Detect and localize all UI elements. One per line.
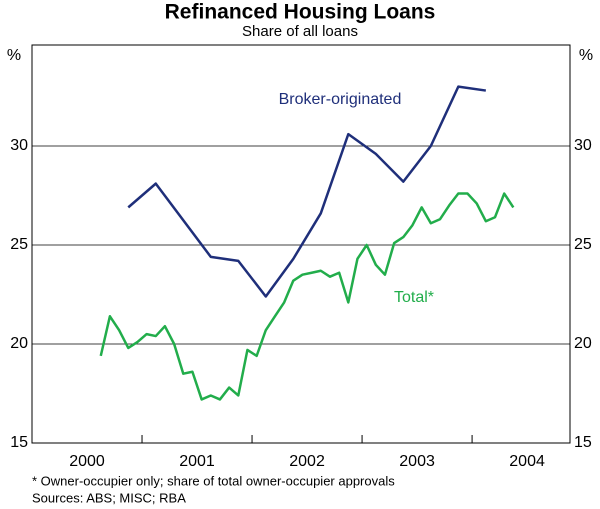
y-tick-label: 25 [574, 236, 592, 253]
x-tick-label: 2004 [509, 453, 545, 470]
series-label: Broker-originated [279, 91, 402, 108]
y-tick-label: 25 [10, 236, 28, 253]
y-tick-label: 15 [10, 434, 28, 451]
x-tick-label: 2002 [289, 453, 325, 470]
y-tick-label: 15 [574, 434, 592, 451]
series-line [99, 192, 515, 401]
y-unit-left: % [7, 47, 21, 64]
footnote: Sources: ABS; MISC; RBA [32, 490, 186, 505]
y-tick-label: 30 [574, 137, 592, 154]
x-tick-label: 2001 [179, 453, 215, 470]
chart-title: Refinanced Housing Loans [165, 1, 436, 24]
y-tick-label: 20 [574, 335, 592, 352]
series-label: Total* [394, 289, 434, 306]
y-unit-right: % [579, 47, 593, 64]
y-tick-label: 30 [10, 137, 28, 154]
chart-subtitle: Share of all loans [242, 23, 358, 40]
y-tick-label: 20 [10, 335, 28, 352]
plot-frame [31, 44, 571, 444]
x-tick-label: 2000 [69, 453, 105, 470]
x-tick-label: 2003 [399, 453, 435, 470]
series-line [127, 85, 487, 298]
footnote: * Owner-occupier only; share of total ow… [32, 473, 395, 488]
